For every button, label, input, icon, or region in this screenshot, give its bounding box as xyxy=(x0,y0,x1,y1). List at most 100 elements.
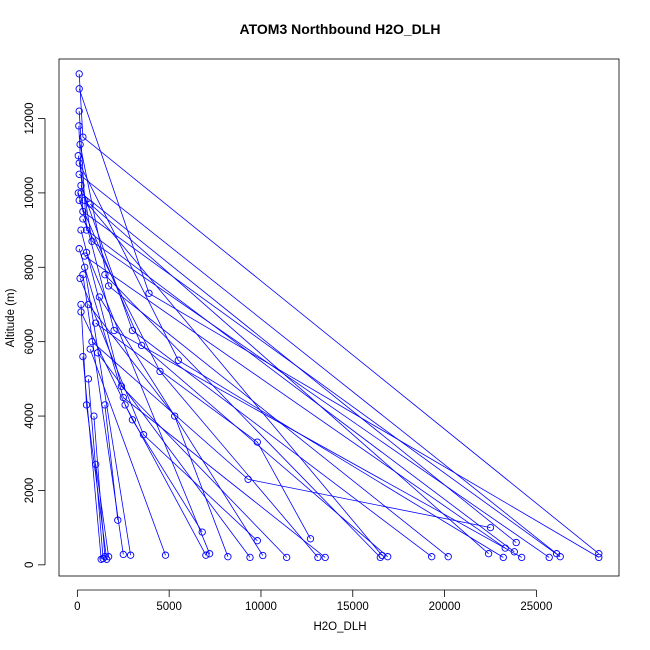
data-point xyxy=(110,326,118,335)
data-point xyxy=(101,553,109,561)
data-point xyxy=(77,300,85,309)
y-tick-label: 6000 xyxy=(24,329,36,355)
data-point xyxy=(97,555,105,563)
data-point xyxy=(595,550,603,558)
x-tick-label: 25000 xyxy=(520,601,552,613)
data-point xyxy=(545,553,553,562)
data-point xyxy=(174,356,182,364)
data-point xyxy=(75,85,83,93)
y-tick-label: 2000 xyxy=(24,478,36,504)
y-tick-label: 10000 xyxy=(24,177,36,209)
data-point xyxy=(259,551,267,560)
data-point xyxy=(81,263,89,271)
y-tick-label: 12000 xyxy=(24,103,36,135)
series-line xyxy=(78,88,600,558)
series-line xyxy=(95,464,109,557)
data-point xyxy=(444,553,452,561)
data-point xyxy=(79,352,87,361)
data-point xyxy=(90,412,98,420)
data-point xyxy=(253,438,261,446)
data-point xyxy=(145,289,153,297)
data-point xyxy=(75,107,83,115)
data-point xyxy=(137,341,146,350)
profile-series xyxy=(81,252,509,552)
series-line xyxy=(77,192,522,558)
chart-title: ATOM3 Northbound H2O_DLH xyxy=(240,21,441,37)
profile-series xyxy=(101,271,384,562)
series-line xyxy=(78,162,504,558)
data-point xyxy=(161,551,170,559)
series-line xyxy=(79,144,449,558)
data-point xyxy=(77,226,85,234)
series-line xyxy=(82,218,319,558)
data-point xyxy=(198,528,206,536)
x-tick-label: 20000 xyxy=(429,601,461,613)
data-point xyxy=(92,319,100,327)
y-tick-label: 4000 xyxy=(24,403,36,429)
profile-series xyxy=(86,200,493,558)
data-point xyxy=(156,367,164,376)
data-point xyxy=(101,271,109,279)
profile-series xyxy=(75,159,507,562)
data-point xyxy=(86,345,94,353)
series-line xyxy=(97,352,251,558)
data-point xyxy=(101,401,109,409)
data-point xyxy=(79,271,87,279)
data-point xyxy=(81,196,89,204)
data-point xyxy=(512,538,520,547)
data-point xyxy=(75,196,83,204)
series-line xyxy=(95,322,311,539)
profile-series xyxy=(75,196,392,561)
profile-series xyxy=(77,300,111,563)
data-point xyxy=(84,300,93,309)
data-point xyxy=(171,412,179,420)
series-line xyxy=(88,378,104,559)
series-line xyxy=(104,404,119,521)
data-point xyxy=(205,550,214,558)
data-point xyxy=(75,159,83,167)
series-line xyxy=(80,304,108,560)
profile-series xyxy=(75,107,518,556)
data-point xyxy=(79,215,87,223)
profile-series xyxy=(76,140,452,561)
data-point xyxy=(119,550,127,559)
data-point xyxy=(510,548,518,556)
series-line xyxy=(82,356,102,560)
x-axis-label: H2O_DLH xyxy=(313,621,366,633)
data-point xyxy=(104,282,113,290)
series-line xyxy=(93,416,106,557)
data-point xyxy=(484,550,493,558)
plot-frame xyxy=(58,58,620,577)
data-point xyxy=(499,553,507,562)
data-point xyxy=(314,553,322,562)
data-point xyxy=(82,248,91,257)
profile-series xyxy=(79,352,105,563)
series-line xyxy=(78,73,600,555)
series-layer xyxy=(74,70,603,563)
x-tick-label: 15000 xyxy=(337,601,369,613)
data-point xyxy=(128,416,137,424)
x-tick-label: 10000 xyxy=(245,601,277,613)
data-point xyxy=(202,551,210,559)
data-point xyxy=(126,551,135,559)
series-line xyxy=(84,267,131,556)
profile-series xyxy=(75,170,561,558)
data-point xyxy=(75,170,83,178)
series-line xyxy=(104,274,381,558)
profile-series xyxy=(84,300,232,561)
series-line xyxy=(78,200,388,558)
profile-series xyxy=(75,122,564,561)
data-point xyxy=(283,553,291,562)
data-point xyxy=(75,122,83,130)
series-line xyxy=(78,111,515,553)
data-point xyxy=(321,553,329,562)
data-point xyxy=(486,523,495,532)
series-line xyxy=(80,185,432,558)
data-point xyxy=(82,401,91,409)
x-tick-label: 5000 xyxy=(156,601,182,613)
y-tick-label: 0 xyxy=(24,562,36,568)
profile-series xyxy=(88,338,495,532)
profile-series xyxy=(95,293,267,560)
profile-series xyxy=(121,401,210,559)
